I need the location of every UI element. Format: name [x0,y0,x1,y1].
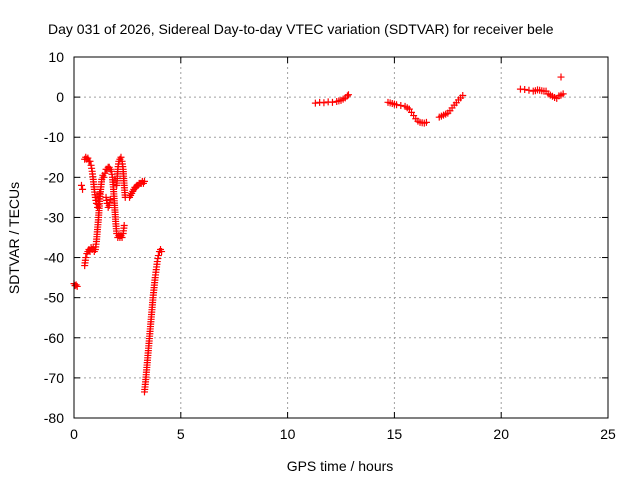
y-tick-label: 10 [48,49,64,65]
grid [74,57,608,418]
data-point [82,254,90,262]
data-point [140,177,148,185]
plot-frame [73,56,609,419]
y-tick-label: -80 [44,410,64,426]
data-point [557,73,565,81]
y-tick-label: -50 [44,290,64,306]
x-axis-label: GPS time / hours [287,458,394,474]
y-tick-label: -40 [44,250,64,266]
data-point [120,221,128,229]
x-tick-label: 15 [387,426,403,442]
x-tick-label: 25 [600,426,616,442]
data-point [422,118,430,126]
data-point [101,169,109,177]
y-tick-label: -20 [44,169,64,185]
chart-title: Day 031 of 2026, Sidereal Day-to-day VTE… [48,21,554,37]
data-point [311,99,319,107]
y-tick-label: -60 [44,330,64,346]
y-axis-label: SDTVAR / TECUs [6,182,22,294]
data-point [117,153,125,161]
x-tick-label: 20 [493,426,509,442]
y-tick-label: -10 [44,129,64,145]
data-point [86,157,94,165]
data-point [118,234,126,241]
data-point [344,91,352,99]
data-point [343,92,351,100]
data-point [73,282,81,290]
data-point [459,92,467,100]
x-tick-label: 10 [280,426,296,442]
y-tick-label: -30 [44,209,64,225]
x-tick-label: 0 [70,426,78,442]
data-point [525,86,533,94]
data-point [77,181,85,189]
data-point [154,252,162,260]
data-point [328,98,336,106]
x-tick-label: 5 [177,426,185,442]
data-point [96,189,104,197]
data-point [100,173,108,181]
data-series [70,73,567,396]
data-point [393,101,401,109]
axis-ticks: 0 5 10 15 20 25 10 0 -10 -20 -30 -40 -50 -60 -70 -80 [44,49,616,442]
data-point [397,102,405,110]
data-point [521,85,529,93]
data-point [79,185,87,193]
data-point [320,99,328,107]
y-tick-label: 0 [56,89,64,105]
y-tick-label: -70 [44,370,64,386]
data-point [559,90,567,98]
data-point [106,195,114,203]
data-point [158,248,166,256]
